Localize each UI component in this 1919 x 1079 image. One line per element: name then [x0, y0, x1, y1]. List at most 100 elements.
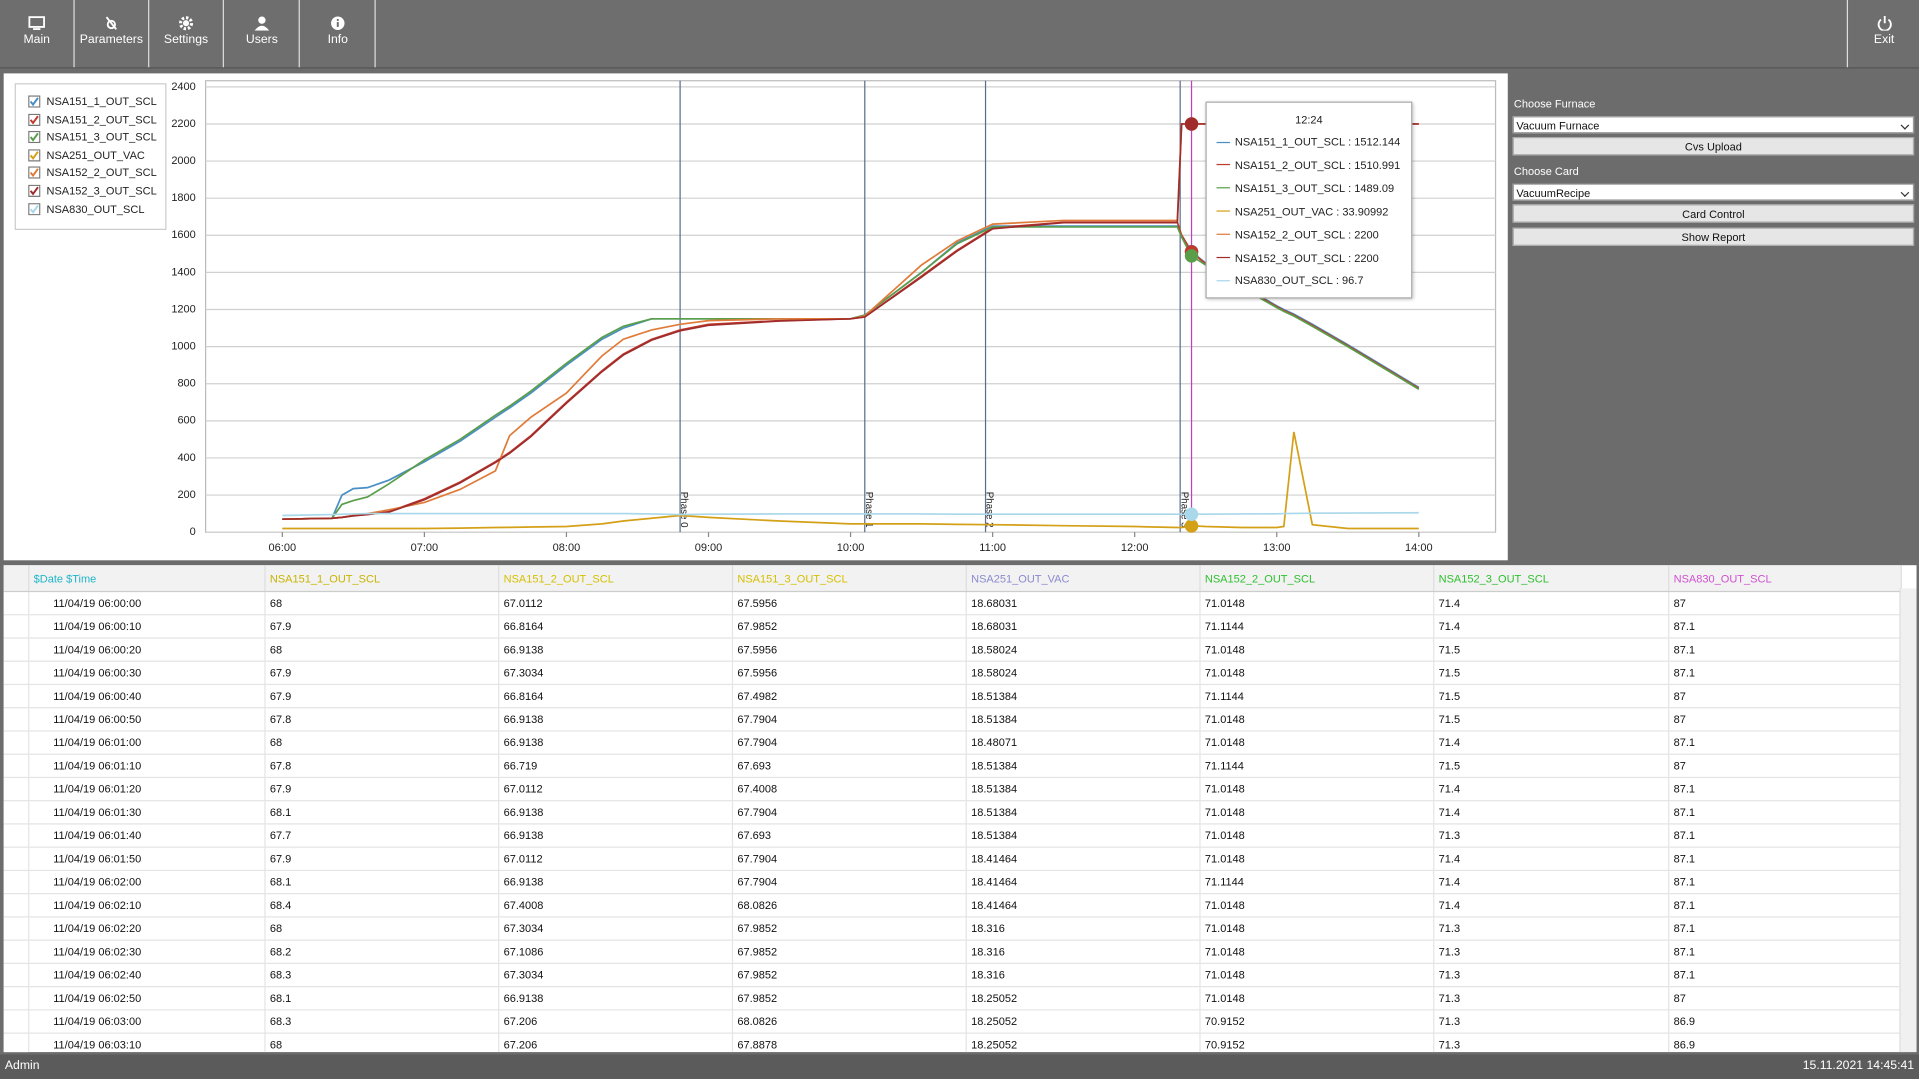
icon: [28, 16, 45, 30]
legend-item[interactable]: NSA251_OUT_VAC: [28, 148, 145, 163]
table-cell: 18.316: [965, 940, 1200, 965]
x-tick-label: 08:00: [553, 542, 581, 554]
row-header: [3, 637, 29, 662]
legend: NSA151_1_OUT_SCL NSA151_2_OUT_SCL NSA151_3…: [14, 83, 167, 230]
toolbar-button[interactable]: Info: [301, 0, 376, 68]
table-cell: 71.0148: [1199, 707, 1434, 732]
table-cell: 71.0148: [1199, 823, 1434, 848]
toolbar-button[interactable]: Settings: [149, 0, 224, 68]
x-tick-label: 14:00: [1405, 542, 1433, 554]
tooltip-swatch: [1216, 187, 1230, 189]
tooltip-swatch: [1216, 210, 1230, 212]
table-cell: 87.1: [1668, 614, 1902, 639]
table-cell: 71.3: [1433, 916, 1669, 941]
toolbar-button[interactable]: Parameters: [75, 0, 150, 68]
toolbar-button[interactable]: Main: [0, 0, 75, 68]
series-line: [282, 511, 1419, 517]
datetime: 15.11.2021 14:45:41: [1802, 1059, 1915, 1073]
legend-label: NSA151_1_OUT_SCL: [46, 95, 157, 108]
row-header: [3, 916, 29, 941]
status-bar: Admin 15.11.2021 14:45:41: [0, 1054, 1919, 1079]
table-cell: 71.0148: [1199, 986, 1434, 1011]
tooltip-name: NSA152_2_OUT_SCL: [1234, 228, 1346, 241]
table-cell: 87.1: [1668, 916, 1902, 941]
icon: [254, 16, 270, 31]
table-row: 11/04/19 06:02:30 68.2 67.1086 67.9852 18.31…: [3, 940, 1902, 965]
table-cell: 71.4: [1433, 893, 1669, 918]
checkbox-check: [29, 186, 39, 196]
table-cell: 11/04/19 06:00:00: [28, 591, 265, 616]
table-cell: 87.1: [1668, 823, 1902, 848]
legend-item[interactable]: NSA152_3_OUT_SCL: [28, 184, 157, 199]
scrollbar[interactable]: [1899, 588, 1917, 1053]
table-cell: 67.7904: [731, 800, 967, 825]
table-cell: 66.9138: [498, 707, 733, 732]
legend-label: NSA251_OUT_VAC: [46, 149, 145, 162]
table-cell: 66.9138: [498, 637, 733, 662]
table-cell: 68: [264, 730, 499, 755]
table-cell: 87: [1668, 986, 1902, 1011]
table-cell: 71.3: [1433, 986, 1669, 1011]
table-cell: 67.9: [264, 661, 499, 686]
dropdown[interactable]: Vacuum Furnace: [1512, 116, 1915, 134]
legend-checkbox: [28, 113, 41, 126]
table-cell: 67.9852: [731, 916, 967, 941]
table-cell: 68.1: [264, 986, 499, 1011]
table-cell: 67.9852: [731, 986, 967, 1011]
legend-item[interactable]: NSA151_1_OUT_SCL: [28, 94, 157, 109]
y-tick-label: 600: [177, 415, 195, 427]
legend-item[interactable]: NSA152_2_OUT_SCL: [28, 166, 157, 181]
table-cell: 86.9: [1668, 1033, 1902, 1053]
table-cell: 18.68031: [965, 591, 1200, 616]
table-cell: 67.1086: [498, 940, 733, 965]
dropdown[interactable]: VacuumRecipe: [1512, 183, 1915, 201]
table-cell: 67.8878: [731, 1033, 967, 1053]
tooltip-item: NSA251_OUT_VAC33.90992: [1216, 205, 1388, 217]
table-cell: 67.5956: [731, 637, 967, 662]
table-cell: 18.51384: [965, 684, 1200, 709]
tooltip-value: 2200: [1345, 251, 1379, 263]
legend-item[interactable]: NSA151_2_OUT_SCL: [28, 112, 157, 127]
tooltip-swatch: [1216, 280, 1230, 282]
y-tick-label: 2200: [171, 118, 195, 130]
table-cell: 18.58024: [965, 637, 1200, 662]
toolbar: Main Parameters Settings Users Info Exit: [0, 0, 1919, 69]
tooltip-item: NSA152_3_OUT_SCL2200: [1216, 251, 1379, 264]
table-cell: 67.0112: [498, 847, 733, 872]
checkbox-check: [29, 115, 39, 125]
exit-button[interactable]: Exit: [1846, 0, 1919, 68]
table-cell: 67.206: [498, 1033, 733, 1053]
tooltip-item: NSA830_OUT_SCL96.7: [1216, 275, 1363, 287]
series-line: [282, 431, 1419, 530]
button[interactable]: Show Report: [1512, 227, 1915, 246]
tooltip-name: NSA151_2_OUT_SCL: [1234, 158, 1346, 172]
legend-item[interactable]: NSA151_3_OUT_SCL: [28, 130, 157, 145]
table-cell: 11/04/19 06:01:40: [28, 823, 265, 848]
table-row: 11/04/19 06:01:20 67.9 67.0112 67.4008 18.51…: [3, 777, 1902, 802]
table-cell: 11/04/19 06:01:10: [28, 754, 265, 779]
table-cell: 18.41464: [965, 870, 1200, 895]
legend-item[interactable]: NSA830_OUT_SCL: [28, 201, 144, 216]
table-cell: 87.1: [1668, 661, 1902, 686]
table-cell: 18.51384: [965, 707, 1200, 732]
tooltip-name: NSA151_1_OUT_SCL: [1234, 135, 1346, 149]
cursor-marker: [1184, 519, 1199, 533]
legend-label: NSA830_OUT_SCL: [46, 202, 145, 215]
table-cell: 68.3: [264, 1009, 499, 1034]
y-tick-label: 2400: [171, 81, 195, 93]
icon: [178, 16, 194, 31]
button[interactable]: Card Control: [1512, 204, 1915, 223]
table-cell: 18.25052: [965, 986, 1200, 1011]
row-header: [3, 823, 29, 848]
table-cell: 67.0112: [498, 777, 733, 802]
row-header: [3, 893, 29, 918]
phase-label: Phase 3: [1178, 492, 1189, 528]
button[interactable]: Cvs Upload: [1512, 137, 1915, 156]
table-cell: 18.51384: [965, 754, 1200, 779]
table-cell: 11/04/19 06:03:10: [28, 1033, 265, 1053]
table-cell: 11/04/19 06:00:30: [28, 661, 265, 686]
chart-panel: 0 200 400 600 800 1000 1200 1400 1600 1800 2000 220…: [3, 73, 1508, 561]
toolbar-button[interactable]: Users: [225, 0, 300, 68]
table-cell: 87.1: [1668, 893, 1902, 918]
table-cell: 71.5: [1433, 661, 1669, 686]
